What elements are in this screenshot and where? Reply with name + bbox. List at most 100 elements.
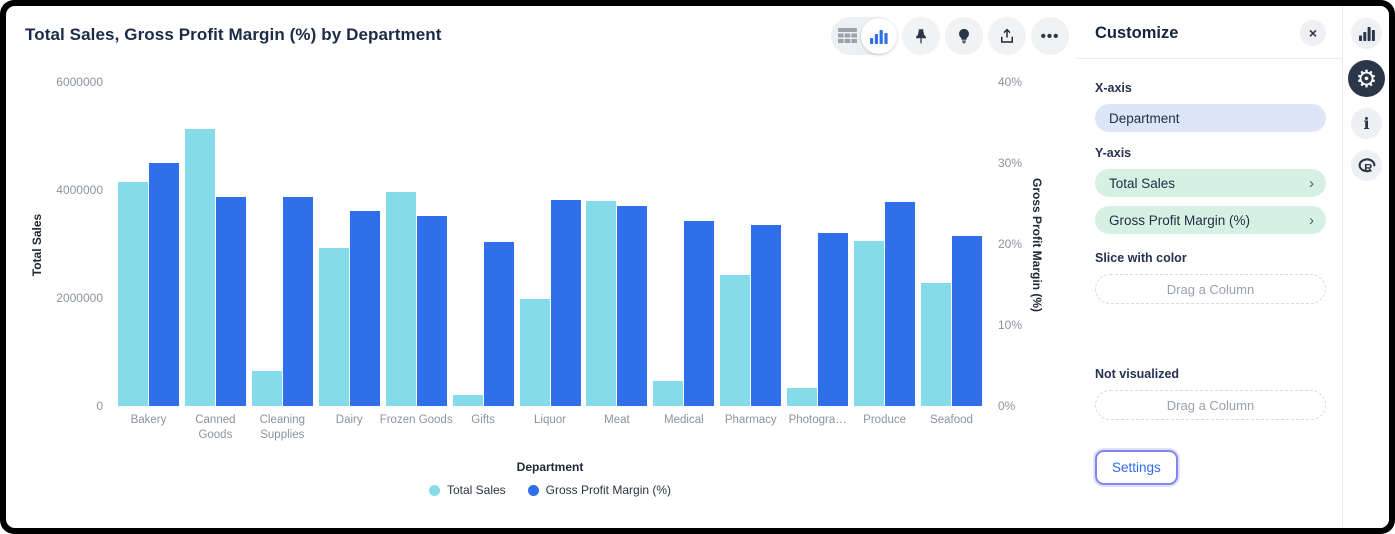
legend-label: Total Sales xyxy=(446,483,506,497)
not-visualized-dropzone[interactable]: Drag a Column xyxy=(1095,390,1326,420)
left-axis-title: Total Sales xyxy=(30,213,44,277)
bar-gross-profit-margin[interactable] xyxy=(483,242,514,406)
y-axis-section-label: Y-axis xyxy=(1095,146,1132,160)
view-toggle[interactable] xyxy=(831,17,897,55)
chart-toolbar: ••• xyxy=(831,17,1069,55)
x-tick-label: Cleaning Supplies xyxy=(259,414,305,441)
bar-total-sales[interactable] xyxy=(787,388,818,406)
bar-total-sales[interactable] xyxy=(318,248,349,406)
y-axis-field-label: Total Sales xyxy=(1109,175,1176,191)
more-options-button[interactable]: ••• xyxy=(1031,17,1069,55)
bar-gross-profit-margin[interactable] xyxy=(751,225,782,406)
slice-with-color-dropzone[interactable]: Drag a Column xyxy=(1095,274,1326,304)
bar-total-sales[interactable] xyxy=(519,299,550,406)
chart-panel-icon[interactable] xyxy=(1351,18,1382,49)
table-view-icon[interactable] xyxy=(831,28,863,44)
right-icon-strip: ⚙ i R xyxy=(1344,6,1389,528)
dropzone-placeholder: Drag a Column xyxy=(1166,281,1255,297)
not-visualized-label: Not visualized xyxy=(1095,367,1180,381)
x-tick-label: Seafood xyxy=(930,414,973,426)
bar-total-sales[interactable] xyxy=(452,395,483,406)
y-axis-tick-right: 40% xyxy=(998,75,1023,89)
legend-label: Gross Profit Margin (%) xyxy=(545,483,672,497)
bar-gross-profit-margin[interactable] xyxy=(282,197,313,406)
pin-button[interactable] xyxy=(902,17,940,55)
chart-area: Total Sales, Gross Profit Margin (%) by … xyxy=(6,6,1078,528)
legend-item-total-sales[interactable]: Total Sales xyxy=(428,483,506,497)
x-tick-label: Medical xyxy=(664,414,704,426)
gear-glyph: ⚙ xyxy=(1355,64,1378,93)
bar-gross-profit-margin[interactable] xyxy=(885,202,916,406)
legend-swatch-total-sales xyxy=(428,484,440,496)
bar-total-sales[interactable] xyxy=(586,201,617,406)
y-axis-tick-left: 4000000 xyxy=(56,183,103,197)
x-tick-label: Dairy xyxy=(335,414,363,426)
y-axis-tick-right: 20% xyxy=(998,237,1023,251)
settings-button[interactable]: Settings xyxy=(1095,450,1178,485)
customize-panel-header: Customize × xyxy=(1077,6,1342,58)
bar-gross-profit-margin[interactable] xyxy=(416,216,447,406)
chart-legend: Total Sales Gross Profit Margin (%) xyxy=(115,483,985,497)
bar-gross-profit-margin[interactable] xyxy=(952,236,983,406)
bar-gross-profit-margin[interactable] xyxy=(818,233,849,406)
y-axis-field-label: Gross Profit Margin (%) xyxy=(1109,212,1251,228)
y-axis-tick-left: 6000000 xyxy=(56,75,103,89)
customize-panel: Customize × X-axis Department Y-axis Tot… xyxy=(1077,6,1343,528)
x-axis-field-department[interactable]: Department xyxy=(1095,104,1326,132)
slice-with-color-label: Slice with color xyxy=(1095,251,1187,265)
chevron-right-icon: › xyxy=(1309,174,1314,192)
legend-item-gross-profit-margin[interactable]: Gross Profit Margin (%) xyxy=(527,483,672,497)
bar-gross-profit-margin[interactable] xyxy=(617,206,648,406)
x-tick-label: Produce xyxy=(863,414,907,426)
y-axis-tick-right: 0% xyxy=(998,399,1016,413)
x-tick-label: Meat xyxy=(604,414,630,426)
bar-gross-profit-margin[interactable] xyxy=(684,221,715,406)
y-axis-tick-right: 10% xyxy=(998,318,1023,332)
ellipsis-icon: ••• xyxy=(1040,27,1060,45)
bar-total-sales[interactable] xyxy=(921,283,952,406)
bar-total-sales[interactable] xyxy=(653,381,684,406)
chevron-right-icon: › xyxy=(1309,211,1314,229)
x-axis-field-label: Department xyxy=(1109,110,1180,126)
bar-gross-profit-margin[interactable] xyxy=(148,163,179,406)
info-icon[interactable]: i xyxy=(1351,108,1382,139)
x-tick-label: Liquor xyxy=(534,414,566,426)
bar-gross-profit-margin[interactable] xyxy=(349,211,380,406)
svg-text:R: R xyxy=(1364,162,1373,174)
panel-title: Customize xyxy=(1095,23,1179,42)
x-axis-title: Department xyxy=(516,460,584,474)
share-button[interactable] xyxy=(988,17,1026,55)
close-icon[interactable]: × xyxy=(1300,20,1326,46)
info-glyph: i xyxy=(1363,114,1370,133)
bar-total-sales[interactable] xyxy=(385,192,416,406)
bar-total-sales[interactable] xyxy=(854,241,885,406)
bar-gross-profit-margin[interactable] xyxy=(215,197,246,406)
bar-total-sales[interactable] xyxy=(184,129,215,406)
chart-title: Total Sales, Gross Profit Margin (%) by … xyxy=(25,25,442,44)
x-tick-label: Pharmacy xyxy=(724,414,777,426)
settings-gear-icon[interactable]: ⚙ xyxy=(1348,60,1385,97)
dropzone-placeholder: Drag a Column xyxy=(1166,397,1255,413)
bar-gross-profit-margin[interactable] xyxy=(550,200,581,406)
r-logo-icon[interactable]: R xyxy=(1351,150,1382,181)
app-window: Total Sales, Gross Profit Margin (%) by … xyxy=(6,6,1389,528)
y-axis-tick-left: 0 xyxy=(96,399,103,413)
y-axis-field-total-sales[interactable]: Total Sales › xyxy=(1095,169,1326,197)
bar-total-sales[interactable] xyxy=(117,182,148,406)
x-axis-section-label: X-axis xyxy=(1095,81,1132,95)
y-axis-field-gross-profit-margin[interactable]: Gross Profit Margin (%) › xyxy=(1095,206,1326,234)
x-tick-label: Photogra… xyxy=(788,414,847,426)
legend-swatch-gross-profit-margin xyxy=(527,484,539,496)
bar-total-sales[interactable] xyxy=(251,371,282,406)
x-tick-label: Gifts xyxy=(471,414,495,426)
panel-divider xyxy=(1077,58,1342,59)
x-tick-label: Frozen Goods xyxy=(379,414,453,426)
chart-view-icon[interactable] xyxy=(861,18,897,54)
x-tick-label: Bakery xyxy=(130,414,167,426)
x-tick-label: Canned Goods xyxy=(195,414,236,441)
bar-total-sales[interactable] xyxy=(720,275,751,406)
right-axis-title: Gross Profit Margin (%) xyxy=(1030,177,1044,312)
lightbulb-button[interactable] xyxy=(945,17,983,55)
y-axis-tick-left: 2000000 xyxy=(56,291,103,305)
